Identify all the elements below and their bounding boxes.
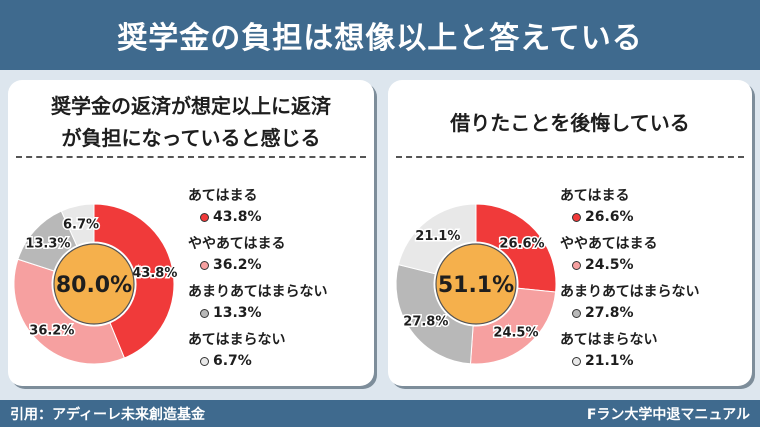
center-circle bbox=[435, 243, 517, 325]
slice-value-label: 36.2% bbox=[29, 323, 74, 338]
legend-item: ややあてはまる 24.5% bbox=[560, 234, 699, 282]
legend-item: あまりあてはまらない 13.3% bbox=[188, 282, 327, 330]
chart-title: 借りたことを後悔している bbox=[388, 108, 752, 138]
brand-name: Fラン大学中退マニュアル bbox=[586, 406, 750, 423]
chart-title-line-1: 奨学金の返済が想定以上に返済 bbox=[51, 94, 331, 118]
page-header: 奨学金の負担は想像以上と答えている bbox=[0, 0, 760, 70]
legend-item: あてはまらない 21.1% bbox=[560, 330, 699, 378]
legend-value: 6.7% bbox=[188, 350, 327, 372]
legend-item: ややあてはまる 36.2% bbox=[188, 234, 327, 282]
legend-label: あてはまらない bbox=[560, 332, 658, 348]
donut-slice bbox=[13, 258, 126, 365]
donut-slice bbox=[475, 203, 557, 293]
donut-slice bbox=[469, 287, 557, 365]
donut-slice bbox=[93, 203, 175, 359]
center-total-label: 80.0% bbox=[56, 273, 132, 298]
legend-value: 26.6% bbox=[560, 206, 699, 228]
legend-value-text: 36.2% bbox=[213, 257, 262, 273]
slice-value-label: 13.3% bbox=[25, 237, 70, 252]
donut-slice bbox=[397, 203, 477, 275]
slice-value-label: 24.5% bbox=[493, 325, 538, 340]
donut-slice bbox=[395, 263, 474, 365]
legend: あてはまる 26.6% ややあてはまる 24.5% あまりあてはまらない 27.8% あては… bbox=[560, 186, 699, 378]
source-citation: 引用：アディーレ未来創造基金 bbox=[10, 406, 206, 423]
divider bbox=[396, 156, 744, 158]
legend-label: あまりあてはまらない bbox=[188, 284, 328, 300]
legend-value: 13.3% bbox=[188, 302, 327, 324]
slice-value-label: 26.6% bbox=[499, 236, 544, 251]
legend-dot-icon bbox=[572, 308, 581, 318]
legend-dot-icon bbox=[200, 260, 209, 270]
slice-value-label: 27.8% bbox=[403, 314, 448, 329]
legend-value-text: 13.3% bbox=[213, 305, 262, 321]
divider bbox=[16, 156, 366, 158]
legend-value-text: 27.8% bbox=[585, 305, 634, 321]
legend-dot-icon bbox=[200, 212, 209, 222]
legend-value-text: 24.5% bbox=[585, 257, 634, 273]
chart-title-line-1: 借りたことを後悔している bbox=[450, 111, 690, 135]
legend-value: 21.1% bbox=[560, 350, 699, 372]
legend-dot-icon bbox=[572, 212, 581, 222]
slice-value-label: 43.8% bbox=[132, 266, 177, 281]
legend-dot-icon bbox=[200, 356, 209, 366]
legend-item: あてはまらない 6.7% bbox=[188, 330, 327, 378]
header-title: 奨学金の負担は想像以上と答えている bbox=[117, 21, 643, 56]
donut-chart: 43.8% 36.2% 13.3% 6.7% 80.0% bbox=[13, 203, 179, 365]
chart-card-regret: 借りたことを後悔している 26.6% 24.5% 27.8% 21.1% 51.1% あ… bbox=[388, 80, 752, 386]
donut-slice bbox=[60, 203, 95, 247]
page-footer: 引用：アディーレ未来創造基金 Fラン大学中退マニュアル bbox=[0, 400, 760, 427]
chart-title: 奨学金の返済が想定以上に返済 が負担になっていると感じる bbox=[8, 90, 374, 154]
legend-label: あてはまる bbox=[188, 188, 258, 204]
center-total-label: 51.1% bbox=[438, 273, 514, 298]
chart-card-burden: 奨学金の返済が想定以上に返済 が負担になっていると感じる 43.8% 36.2% 1… bbox=[8, 80, 374, 386]
legend-item: あてはまる 43.8% bbox=[188, 186, 327, 234]
legend-value-text: 21.1% bbox=[585, 353, 634, 369]
slice-value-label: 6.7% bbox=[63, 217, 99, 232]
legend-dot-icon bbox=[572, 260, 581, 270]
legend-label: ややあてはまる bbox=[188, 236, 286, 252]
legend-value-text: 43.8% bbox=[213, 209, 262, 225]
legend-label: あてはまる bbox=[560, 188, 630, 204]
legend-value: 27.8% bbox=[560, 302, 699, 324]
legend-dot-icon bbox=[200, 308, 209, 318]
legend-value-text: 26.6% bbox=[585, 209, 634, 225]
legend: あてはまる 43.8% ややあてはまる 36.2% あまりあてはまらない 13.3% あては… bbox=[188, 186, 327, 378]
legend-label: あてはまらない bbox=[188, 332, 286, 348]
legend-value: 43.8% bbox=[188, 206, 327, 228]
donut-chart: 26.6% 24.5% 27.8% 21.1% 51.1% bbox=[395, 203, 557, 365]
legend-item: あまりあてはまらない 27.8% bbox=[560, 282, 699, 330]
slice-value-label: 21.1% bbox=[415, 229, 460, 244]
legend-value-text: 6.7% bbox=[213, 353, 252, 369]
legend-value: 24.5% bbox=[560, 254, 699, 276]
center-circle bbox=[53, 243, 135, 325]
legend-item: あてはまる 26.6% bbox=[560, 186, 699, 234]
legend-label: あまりあてはまらない bbox=[560, 284, 700, 300]
chart-title-line-2: が負担になっていると感じる bbox=[61, 126, 321, 150]
legend-dot-icon bbox=[572, 356, 581, 366]
legend-value: 36.2% bbox=[188, 254, 327, 276]
legend-label: ややあてはまる bbox=[560, 236, 658, 252]
